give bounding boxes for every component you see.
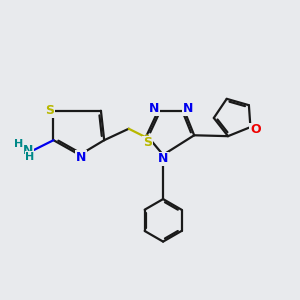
Text: N: N — [183, 102, 194, 115]
Text: S: S — [45, 104, 54, 117]
Text: O: O — [250, 123, 261, 136]
Text: H: H — [14, 140, 23, 149]
Text: N: N — [76, 151, 86, 164]
Text: N: N — [158, 152, 168, 165]
Text: N: N — [149, 102, 159, 115]
Text: S: S — [143, 136, 152, 149]
Text: N: N — [23, 143, 33, 157]
Text: H: H — [25, 152, 34, 161]
